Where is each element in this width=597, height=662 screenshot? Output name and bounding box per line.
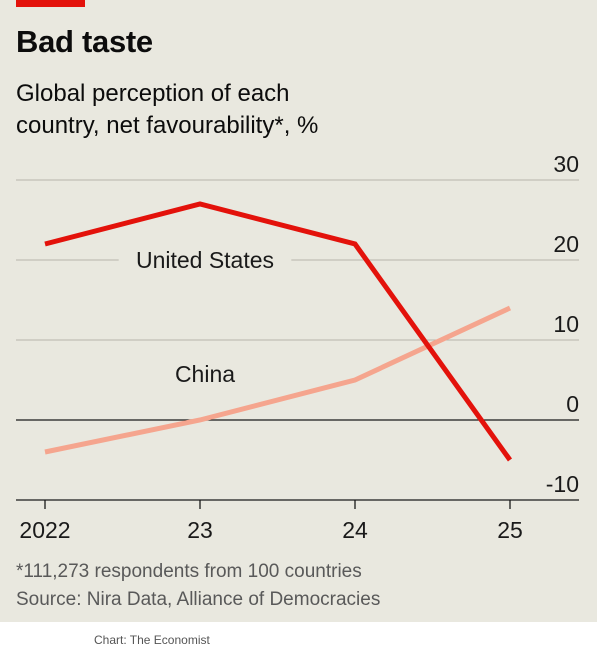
y-tick-label: 0 xyxy=(566,391,579,417)
respondents-note: *111,273 respondents from 100 countries xyxy=(16,561,362,582)
chart-title: Bad taste xyxy=(16,24,153,59)
x-tick-label: 2022 xyxy=(19,517,70,543)
chart-credit: Chart: The Economist xyxy=(94,633,210,647)
y-tick-label: 30 xyxy=(553,151,579,177)
x-tick-label: 24 xyxy=(342,517,368,543)
x-tick-label: 23 xyxy=(187,517,213,543)
y-tick-label: 10 xyxy=(553,311,579,337)
chart-card: Bad taste Global perception of each coun… xyxy=(0,0,597,622)
series-label-bg xyxy=(118,245,292,273)
line-chart: 30 20 10 0 -10 2022 23 24 25 United States China xyxy=(16,151,579,543)
chart-footnote: *111,273 respondents from 100 countries … xyxy=(16,558,380,614)
series-line-united-states xyxy=(44,201,513,462)
x-tick-label: 25 xyxy=(497,517,523,543)
source-note: Source: Nira Data, Alliance of Democraci… xyxy=(16,589,381,610)
series-line-china xyxy=(44,305,512,455)
series-label-china: China xyxy=(175,361,235,387)
y-tick-label: -10 xyxy=(546,471,579,497)
y-tick-label: 20 xyxy=(553,231,579,257)
series-label-united-states: United States xyxy=(136,247,274,273)
chart-subtitle: Global perception of each country, net f… xyxy=(16,80,319,139)
brand-tag xyxy=(16,0,85,7)
series-label-bg xyxy=(167,359,243,387)
